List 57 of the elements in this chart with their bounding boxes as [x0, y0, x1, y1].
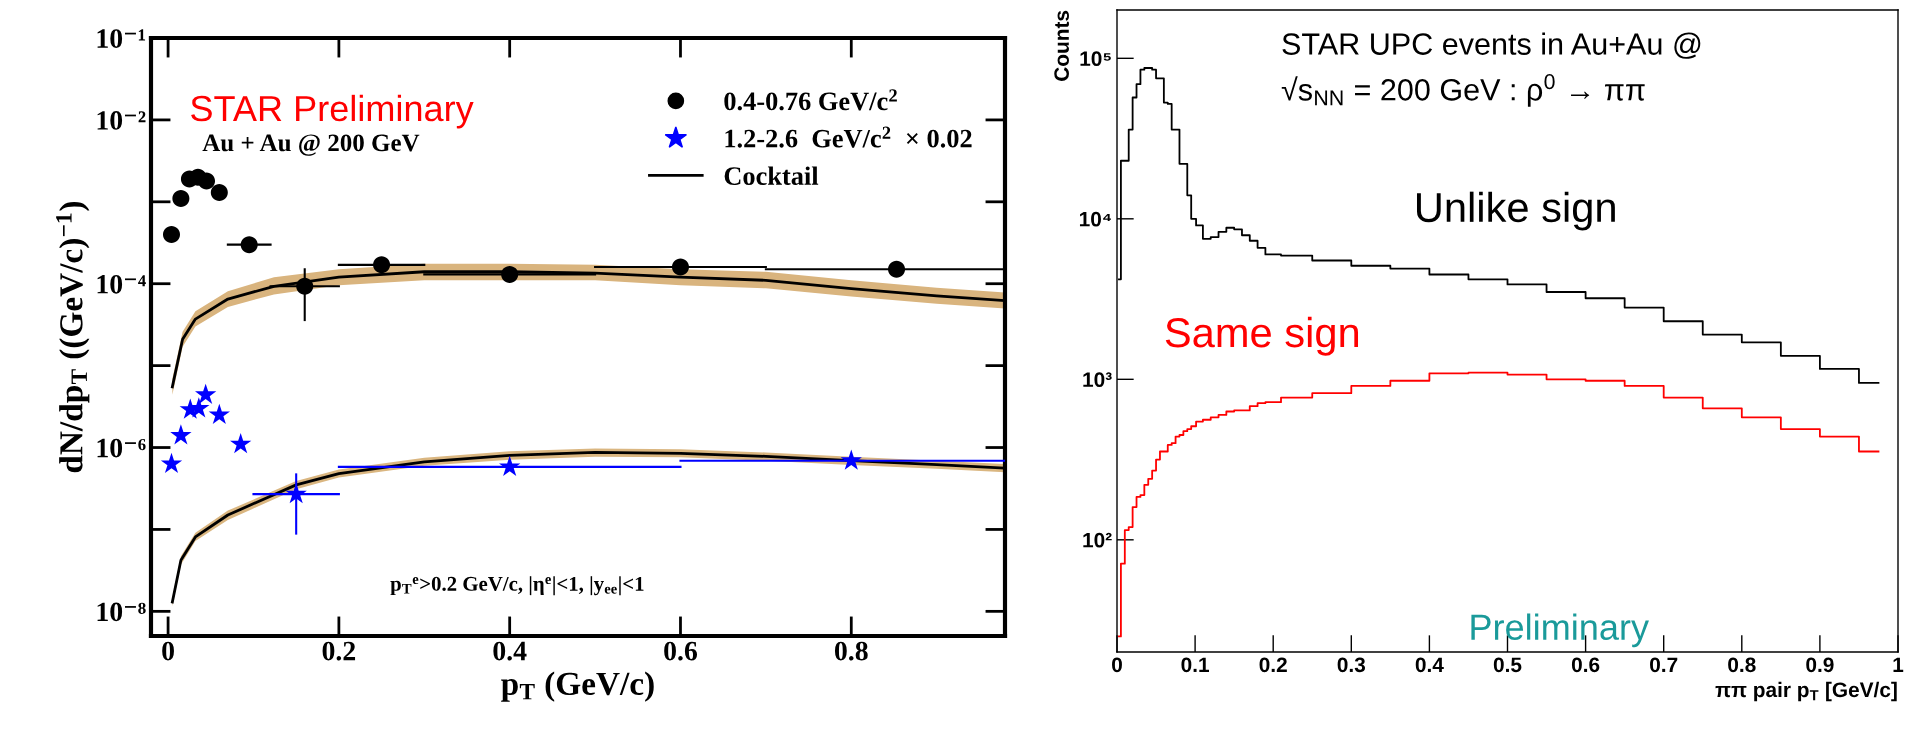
- point: [195, 383, 217, 404]
- y-tick-label: 10⁴: [1079, 211, 1111, 227]
- point: [240, 236, 258, 254]
- point: [285, 482, 307, 504]
- point: [373, 256, 391, 274]
- point: [208, 403, 230, 424]
- x-axis-title: ππ pair p$_{T}$ [GeV/c]: [1715, 681, 1897, 702]
- point: [296, 277, 314, 295]
- x-tick-label: 0.2: [322, 641, 356, 661]
- legend-label: 1.2-2.6 GeV/c$^{2}$ × 0.02: [725, 126, 972, 148]
- x-tick-label: 0.7: [1650, 657, 1678, 673]
- legend-label: Cocktail: [724, 166, 819, 185]
- x-tick-label: 0.9: [1806, 657, 1834, 673]
- point: [499, 455, 521, 476]
- x-tick-label: 1: [1893, 657, 1904, 672]
- annotation: STAR Preliminary: [191, 94, 474, 129]
- x-tick-label: 0.8: [834, 641, 868, 661]
- annotation: Preliminary: [1471, 613, 1649, 648]
- x-tick-label: 0.2: [1259, 657, 1287, 673]
- x-tick-label: 0: [162, 641, 174, 661]
- x-tick-label: 0.5: [1493, 657, 1522, 673]
- point: [170, 424, 192, 445]
- y-axis-title: Counts: [1054, 10, 1069, 81]
- y-axis-title: dN/dp$_{T}$ ((GeV/c)$^{−1}$): [56, 202, 90, 473]
- point: [160, 452, 183, 474]
- x-tick-label: 0.6: [664, 641, 698, 661]
- y-tick-label: 10⁻²: [97, 111, 146, 130]
- point: [888, 260, 906, 278]
- series-label: Unlike sign: [1417, 191, 1615, 231]
- y-tick-label: 10³: [1083, 372, 1112, 388]
- point: [210, 183, 228, 201]
- y-tick-label: 10⁻⁸: [97, 602, 146, 622]
- y-tick-label: 10⁵: [1080, 51, 1111, 67]
- y-tick-label: 10⁻⁶: [97, 438, 146, 458]
- annotation: p$_{T}$$^{e}$>0.2 GeV/c, |η$^{e}$|<1, |y$_{ee}$|<1: [390, 576, 644, 596]
- x-tick-label: 0.4: [1415, 657, 1444, 673]
- annotation: Au + Au @ 200 GeV: [202, 134, 420, 156]
- x-axis-title: p$_{T}$ (GeV/c): [501, 671, 654, 702]
- point: [172, 189, 190, 207]
- point: [840, 449, 862, 470]
- x-tick-label: 0.4: [493, 641, 527, 661]
- y-tick-label: 10⁻⁴: [97, 274, 146, 294]
- series-label: Same sign: [1165, 316, 1359, 356]
- x-tick-label: 0.3: [1337, 657, 1366, 673]
- legend-label: 0.4-0.76 GeV/c$^{2}$: [724, 89, 897, 111]
- annotation: STAR UPC events in Au+Au @ √s$_{NN}$ = 200 GeV : ρ$^{0}$ → ππ: [1281, 32, 1701, 107]
- x-tick-label: 0.8: [1728, 657, 1756, 673]
- y-tick-label: 10⁻¹: [97, 29, 146, 48]
- point: [198, 172, 216, 190]
- point: [162, 225, 180, 243]
- point: [230, 432, 252, 454]
- point: [501, 265, 519, 283]
- y-tick-label: 10²: [1083, 532, 1112, 548]
- point: [671, 258, 689, 276]
- x-tick-label: 0.6: [1571, 657, 1600, 673]
- x-tick-label: 0: [1112, 657, 1122, 673]
- x-tick-label: 0.1: [1181, 657, 1209, 673]
